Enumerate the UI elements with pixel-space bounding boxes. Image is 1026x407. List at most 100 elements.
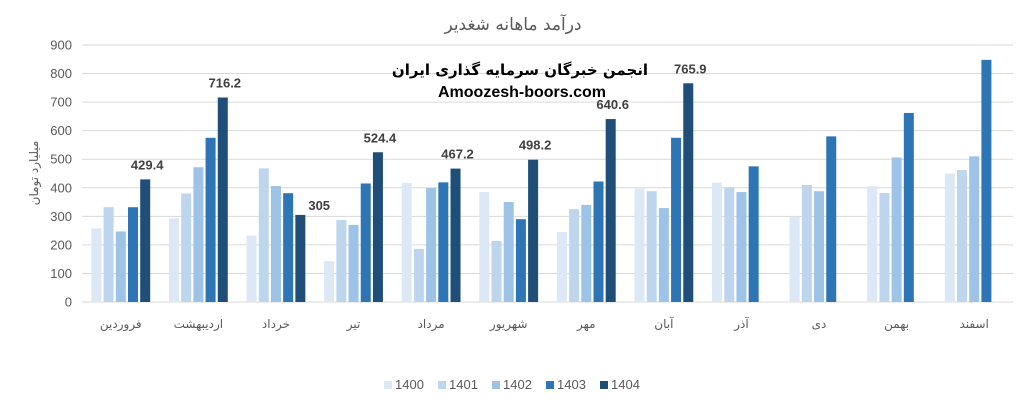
x-category-label: دی <box>812 317 827 331</box>
x-category-label: آبان <box>654 316 674 331</box>
bar-1400-1 <box>168 218 179 302</box>
bar-1404-4 <box>450 168 461 302</box>
bar-1403-11 <box>981 59 992 302</box>
data-labels: 429.4 716.2 305 524.4 467.2 498.2 640.6 765.9 <box>131 61 707 213</box>
bar-1402-9 <box>814 191 825 302</box>
bar-1401-7 <box>646 191 657 302</box>
x-category-label: اردیبهشت <box>174 317 223 332</box>
x-category-label: مهر <box>576 317 596 332</box>
y-tick-label: 100 <box>50 266 72 281</box>
bar-1400-11 <box>944 173 955 302</box>
y-tick-label: 600 <box>50 123 72 138</box>
y-tick-label: 900 <box>50 38 72 53</box>
bar-1404-6 <box>605 119 616 302</box>
bar-1402-2 <box>270 186 281 302</box>
bar-1401-1 <box>181 193 192 302</box>
x-category-label: خرداد <box>262 317 290 332</box>
bar-1403-9 <box>826 136 837 302</box>
legend-label: 1402 <box>503 377 532 392</box>
y-axis-label: میلیارد تومان <box>27 141 42 206</box>
bar-1401-4 <box>413 248 424 302</box>
bar-1400-0 <box>91 228 102 302</box>
x-category-label: اسفند <box>960 317 989 331</box>
bar-1400-7 <box>634 188 645 302</box>
bar-1403-8 <box>748 166 759 302</box>
x-category-label: بهمن <box>884 317 909 332</box>
bar-1401-2 <box>258 168 269 302</box>
bar-1400-6 <box>556 232 567 302</box>
bar-1402-1 <box>193 167 204 302</box>
bar-1404-5 <box>528 159 539 302</box>
x-category-label: مرداد <box>418 317 445 332</box>
data-label: 429.4 <box>131 157 164 172</box>
bar-1404-0 <box>140 179 151 302</box>
bar-1401-0 <box>103 207 114 302</box>
bar-1403-10 <box>903 112 914 302</box>
bar-1401-5 <box>491 240 502 302</box>
legend-swatch-1402 <box>492 381 500 389</box>
bar-1402-0 <box>115 231 126 302</box>
data-label: 716.2 <box>209 75 242 90</box>
data-label: 305 <box>308 198 330 213</box>
bar-1400-8 <box>712 182 723 302</box>
legend-label: 1401 <box>449 377 478 392</box>
bar-1401-6 <box>569 209 580 302</box>
bar-1401-10 <box>879 192 890 302</box>
y-tick-label: 300 <box>50 209 72 224</box>
legend-swatch-1400 <box>384 381 392 389</box>
legend: 1400 1401 1402 1403 1404 <box>384 377 640 392</box>
bar-1400-9 <box>789 216 800 302</box>
y-axis-ticks: 0 100 200 300 400 500 600 700 800 900 <box>50 38 72 310</box>
bar-1401-11 <box>957 170 968 302</box>
y-tick-label: 700 <box>50 95 72 110</box>
bar-1403-4 <box>438 182 449 302</box>
bar-1403-5 <box>515 219 526 302</box>
bars <box>91 59 992 302</box>
legend-swatch-1404 <box>600 381 608 389</box>
bar-1404-7 <box>683 83 694 302</box>
bar-1400-3 <box>324 261 335 302</box>
data-label: 640.6 <box>596 97 629 112</box>
bar-1400-4 <box>401 182 412 302</box>
legend-label: 1403 <box>557 377 586 392</box>
legend-label: 1404 <box>611 377 640 392</box>
x-category-label: آذر <box>733 316 749 332</box>
bar-1402-5 <box>503 202 514 302</box>
bar-1400-10 <box>867 186 878 302</box>
bar-1401-3 <box>336 220 347 302</box>
bar-1402-4 <box>426 188 437 302</box>
bar-1403-1 <box>205 137 216 302</box>
bar-1402-11 <box>969 156 980 302</box>
data-label: 765.9 <box>674 61 707 76</box>
x-axis-categories: فروردین اردیبهشت خرداد تیر مرداد شهریور مهر آبا… <box>100 316 989 332</box>
data-label: 498.2 <box>519 138 552 153</box>
watermark-association-name: انجمن خبرگان سرمایه گذاری ایران <box>392 61 648 79</box>
chart-title: درآمد ماهانه شغدیر <box>443 13 581 35</box>
bar-1403-7 <box>671 137 682 302</box>
bar-1401-9 <box>801 184 812 302</box>
bar-1403-2 <box>283 193 294 302</box>
watermark-website: Amoozesh-boors.com <box>438 84 606 101</box>
bar-1402-8 <box>736 192 747 302</box>
bar-1402-10 <box>891 157 902 302</box>
x-category-label: تیر <box>346 317 361 332</box>
bar-1402-7 <box>658 208 669 302</box>
x-category-label: فروردین <box>100 317 142 332</box>
legend-swatch-1401 <box>438 381 446 389</box>
y-tick-label: 800 <box>50 66 72 81</box>
bar-1404-3 <box>372 152 383 302</box>
x-category-label: شهریور <box>489 317 528 332</box>
bar-1400-5 <box>479 192 490 302</box>
bar-1402-3 <box>348 224 359 302</box>
bar-1404-2 <box>295 214 306 302</box>
y-tick-label: 0 <box>65 295 72 310</box>
y-tick-label: 500 <box>50 152 72 167</box>
y-tick-label: 400 <box>50 180 72 195</box>
data-label: 524.4 <box>364 130 397 145</box>
bar-1403-0 <box>127 207 138 302</box>
legend-label: 1400 <box>395 377 424 392</box>
bar-1404-1 <box>217 97 228 302</box>
legend-swatch-1403 <box>546 381 554 389</box>
bar-1402-6 <box>581 204 592 302</box>
